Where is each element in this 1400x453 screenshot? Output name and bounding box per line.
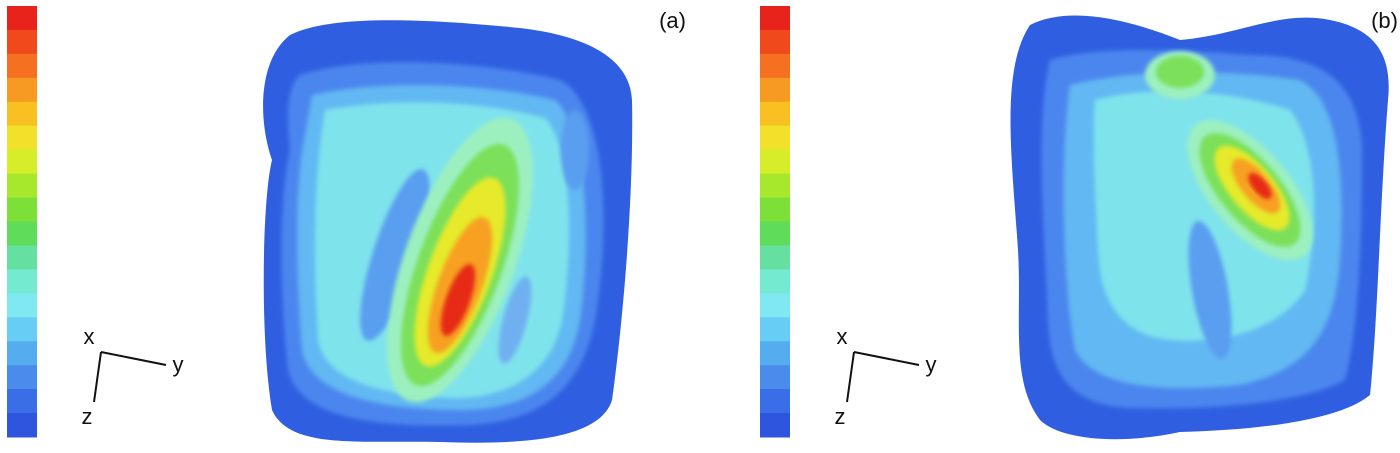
colorbar-band	[760, 101, 790, 127]
colorbar-band	[760, 221, 790, 246]
panel-a: (a) x y z	[7, 6, 686, 443]
colorbar-band	[7, 245, 37, 270]
colorbar-band	[760, 365, 790, 390]
axis-label: y	[926, 352, 937, 377]
colorbar-band	[760, 389, 790, 414]
colorbar-band	[760, 149, 790, 175]
colorbar-band	[760, 293, 790, 318]
colorbar-band	[7, 269, 37, 294]
colorbar-band	[7, 125, 37, 151]
colorbar-band	[760, 245, 790, 270]
colorbar-band	[7, 149, 37, 175]
colorbar-band	[760, 6, 790, 31]
contour-plot	[263, 20, 633, 443]
axis-label: z	[835, 404, 846, 429]
panel-label: (b)	[1371, 8, 1398, 33]
colorbar-band	[760, 341, 790, 366]
colorbar-band	[7, 173, 37, 199]
axis-label: z	[82, 404, 93, 429]
colorbar-band	[760, 53, 790, 79]
colorbar-band	[7, 389, 37, 414]
axis-line	[93, 351, 102, 403]
colorbar-band	[760, 317, 790, 342]
contour-plot	[1010, 15, 1389, 440]
colorbar-band	[7, 6, 37, 31]
panel-label: (a)	[659, 8, 686, 33]
colorbar-band	[760, 413, 790, 438]
colorbar-band	[7, 341, 37, 366]
colorbar	[7, 6, 37, 438]
axis-label: x	[84, 324, 95, 349]
colorbar-band	[760, 197, 790, 222]
colorbar-band	[760, 173, 790, 199]
colorbar	[760, 6, 790, 438]
colorbar-band	[7, 197, 37, 222]
colorbar-band	[760, 125, 790, 151]
colorbar-band	[7, 221, 37, 246]
axis-label: x	[837, 324, 848, 349]
colorbar-band	[7, 53, 37, 79]
axis-label: y	[173, 352, 184, 377]
colorbar-band	[7, 413, 37, 438]
colorbar-band	[7, 317, 37, 342]
axis-line	[846, 351, 855, 403]
axis-line	[853, 351, 920, 366]
colorbar-band	[7, 29, 37, 55]
colorbar-band	[7, 101, 37, 127]
colorbar-band	[760, 269, 790, 294]
colorbar-band	[7, 77, 37, 103]
panel-b: (b) x y z	[760, 6, 1398, 440]
colorbar-band	[760, 77, 790, 103]
colorbar-band	[7, 365, 37, 390]
axis-line	[100, 351, 167, 366]
colorbar-band	[760, 29, 790, 55]
colorbar-band	[7, 293, 37, 318]
